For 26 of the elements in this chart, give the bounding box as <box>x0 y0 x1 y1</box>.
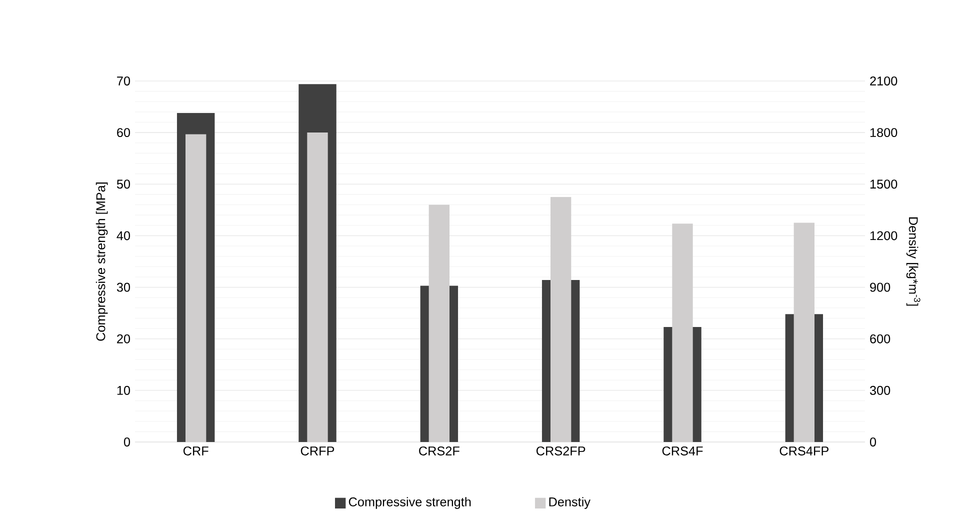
y-axis-title: Compressive strength [MPa] <box>96 182 108 341</box>
y-tick-label: 0 <box>124 438 130 446</box>
y-tick-label: 60 <box>117 128 130 138</box>
x-tick-label: CRF <box>183 446 208 456</box>
x-tick-label: CRS4F <box>662 446 703 456</box>
y-tick-label: 30 <box>116 282 130 292</box>
y-tick-label: 70 <box>117 76 130 86</box>
y-tick-label: 20 <box>117 334 130 344</box>
legend-label: Compressive strength <box>348 497 471 509</box>
y-tick-label: 40 <box>116 231 130 240</box>
y2-tick-label: 2100 <box>870 76 898 86</box>
x-tick-label: CRFP <box>300 446 334 456</box>
x-tick-label: CRS2FP <box>536 446 586 456</box>
y2-tick-label: 1500 <box>870 180 898 189</box>
y2-tick-label: 1200 <box>870 231 898 240</box>
y2-tick-label: 0 <box>870 438 876 446</box>
y2-tick-label: 1800 <box>870 128 898 138</box>
y2-tick-label: 900 <box>870 282 890 292</box>
y-tick-label: 10 <box>117 386 130 395</box>
y2-tick-label: 600 <box>870 334 890 344</box>
y2-tick-label: 300 <box>870 386 890 395</box>
y2-axis-title: Density [kg*m$^{-3}$] <box>906 217 920 306</box>
y-tick-label: 50 <box>116 180 130 189</box>
x-tick-label: CRS4FP <box>780 446 828 456</box>
x-tick-label: CRS2F <box>419 446 460 456</box>
legend-label: Denstiy <box>549 497 590 509</box>
